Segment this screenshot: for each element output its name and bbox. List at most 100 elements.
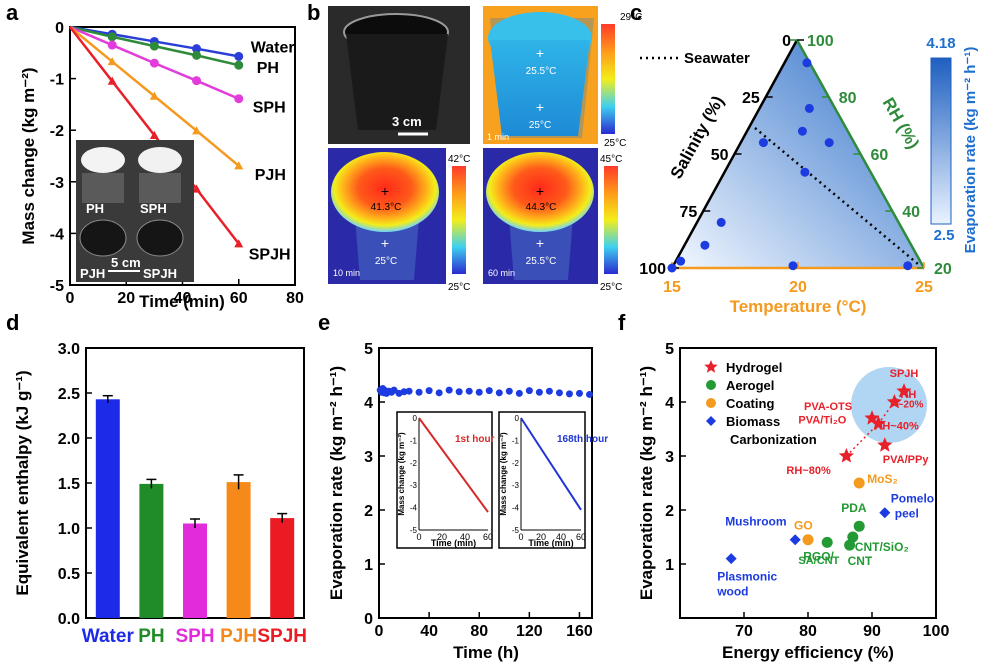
f-legend-label-carbonization: Carbonization	[730, 432, 817, 447]
a-point-spjh	[192, 184, 202, 193]
ir3-cmin: 25°C	[600, 282, 622, 293]
e-ytick-label: 4	[364, 395, 373, 412]
panel-a-chart: 0 20 40 60 80 0 -1 -2 -3 -4 -5 Time (min) Mass cha…	[19, 20, 304, 311]
ternary-points	[667, 58, 913, 273]
f-legend-label-hydrogel: Hydrogel	[726, 360, 782, 375]
d-ytick-label: 0.5	[58, 566, 80, 583]
e-inset-ytick-label: -5	[512, 526, 520, 535]
e-point	[475, 388, 483, 396]
f-legend-marker	[706, 380, 716, 390]
ir3-cmax: 45°C	[600, 154, 622, 165]
ir2-top-temp: 41.3°C	[371, 202, 402, 213]
panel-a-ticks: 0 20 40 60 80 0 -1 -2 -3 -4 -5	[50, 20, 304, 307]
d-ytick-label: 2.0	[58, 431, 80, 448]
c-left-tick-label: 25	[742, 90, 760, 107]
f-annotation: ~20%	[898, 399, 924, 410]
c-right-tick-label: 100	[807, 33, 834, 50]
f-xtick-label: 80	[799, 623, 817, 640]
a-legend-sph: SPH	[253, 100, 286, 117]
e-inset-ytick-label: -5	[410, 526, 418, 535]
e-point	[585, 390, 593, 398]
photo-label-pjh: PJH	[80, 266, 105, 281]
colorbar-min: 2.5	[934, 227, 955, 244]
e-inset-xtick-label: 20	[536, 532, 546, 542]
e-ytick-label: 5	[364, 341, 373, 358]
e-inset-ytick-label: -4	[512, 504, 520, 513]
ternary-point	[800, 167, 810, 177]
ternary-point	[788, 261, 798, 271]
panel-e-insets: 0 20 40 60 0 -1 -2 -3 -4 -5 1st hour Time (min) Mass…	[396, 411, 608, 549]
panel-f-ylabel: Evaporation rate (kg m⁻² h⁻¹)	[637, 366, 656, 600]
e-inset-frame	[396, 411, 493, 549]
a-ytick-label: -2	[50, 123, 64, 140]
f-point-mos-	[853, 477, 865, 489]
sph-cup	[139, 173, 181, 203]
e-point	[415, 388, 423, 396]
c-bottom-tick-label: 25	[915, 279, 933, 296]
a-legend-water: Water	[251, 39, 295, 56]
f-point-label: MoS₂	[867, 472, 898, 486]
e-ytick-label: 2	[364, 503, 373, 520]
f-point-label: SPJH	[890, 368, 919, 380]
f-point-spjh	[896, 383, 912, 398]
ternary-point	[716, 217, 726, 227]
d-bar-pjh	[226, 482, 251, 618]
ternary-point	[824, 138, 834, 148]
panel-e-points	[376, 385, 593, 398]
ir3-cross-bottom: +	[536, 235, 544, 251]
ir2-bottom-temp: 25°C	[375, 256, 397, 267]
panel-e-chart: 0 40 80 120 160 0 1 2 3 4 5 Time (h) Evaporation r…	[327, 341, 608, 662]
ir2-top	[331, 152, 439, 232]
f-point-label: RH~40%	[874, 421, 919, 433]
e-point	[555, 389, 563, 397]
e-inset-ytick-label: -4	[410, 504, 418, 513]
ternary-point	[676, 256, 686, 266]
f-point-label: Plasmonic	[717, 570, 777, 584]
a-point-water	[192, 44, 202, 54]
f-point-plasmonic-wood	[725, 553, 737, 565]
e-inset-ytick-label: 0	[413, 414, 418, 423]
d-category-spjh: SPJH	[257, 626, 307, 647]
f-point-label: GO	[794, 519, 813, 533]
e-ytick-label: 3	[364, 449, 373, 466]
e-point	[565, 390, 573, 398]
ir1-top-temp: 25.5°C	[526, 66, 557, 77]
d-category-sph: SPH	[175, 626, 214, 647]
a-point-ph	[192, 50, 202, 60]
panel-label-d: d	[6, 310, 19, 335]
ir1-colorbar	[601, 24, 615, 134]
f-legend-marker	[704, 360, 718, 373]
a-point-ph	[107, 32, 117, 42]
f-point-rgo-	[821, 536, 833, 548]
ir2-cross-bottom: +	[381, 235, 389, 251]
a-point-spjh	[149, 130, 159, 139]
a-point-spjh	[107, 76, 117, 85]
c-left-tick-label: 75	[679, 204, 697, 221]
a-ytick-label: -5	[50, 278, 64, 295]
f-ytick-label: 2	[665, 503, 674, 520]
e-xtick-label: 40	[420, 623, 438, 640]
e-point	[425, 387, 433, 395]
d-bar-ph	[139, 483, 164, 618]
f-point-label: RH~80%	[786, 465, 831, 477]
spjh-highlight	[851, 367, 927, 443]
a-point-pjh	[149, 91, 159, 100]
a-xtick-label: 20	[117, 290, 135, 307]
panel-label-c: c	[630, 0, 642, 25]
f-point-pva-ppy	[877, 437, 893, 452]
f-ytick-label: 3	[665, 449, 674, 466]
f-point-label: PVA-OTS	[804, 401, 852, 413]
ir1-cross-bottom: +	[536, 99, 544, 115]
photo-label-sph: SPH	[140, 201, 167, 216]
ir3-bottom-temp: 25.5°C	[526, 256, 557, 267]
e-inset-title: 168th hour	[557, 434, 608, 445]
e-inset-xtick-label: 0	[416, 532, 421, 542]
a-point-sph	[234, 94, 244, 104]
e-inset-ytick-label: -3	[512, 481, 520, 490]
ternary-fill	[672, 40, 924, 268]
f-ytick-label: 1	[665, 557, 674, 574]
ir2-cross-top: +	[381, 183, 389, 199]
e-point	[545, 387, 553, 395]
a-legend-pjh: PJH	[255, 167, 286, 184]
panel-label-f: f	[618, 310, 626, 335]
